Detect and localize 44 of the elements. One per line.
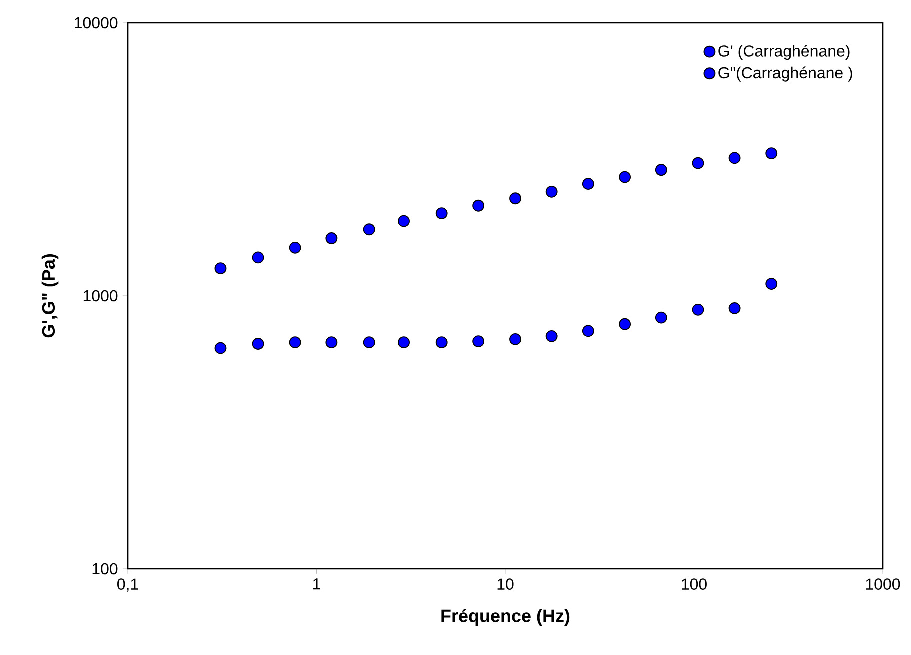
point	[692, 304, 704, 316]
legend-label: G"(Carraghénane )	[718, 66, 852, 82]
point	[326, 336, 338, 349]
point	[510, 333, 522, 346]
point	[252, 338, 264, 350]
point	[436, 336, 448, 349]
point	[728, 302, 741, 314]
point	[766, 148, 778, 160]
point	[472, 200, 485, 212]
point	[289, 242, 302, 254]
point	[692, 157, 704, 170]
x-tick-label: 1	[314, 578, 320, 590]
x-tick-label: 1000	[866, 578, 900, 590]
point	[655, 312, 668, 324]
y-tick-label: 10000	[75, 17, 118, 29]
point	[398, 215, 410, 228]
point	[728, 152, 741, 164]
x-axis-title: Fréquence (Hz)	[442, 609, 570, 626]
point	[363, 224, 376, 236]
legend-label: G' (Carraghénane)	[718, 44, 850, 60]
point	[326, 232, 338, 244]
point	[766, 278, 778, 290]
point	[546, 330, 558, 342]
point	[582, 325, 594, 338]
point	[289, 336, 302, 349]
x-tick-label: 100	[682, 578, 707, 590]
point	[436, 208, 448, 220]
point	[214, 262, 227, 275]
point	[582, 178, 594, 190]
point	[546, 186, 558, 198]
y-axis-title: G',G" (Pa)	[42, 254, 59, 338]
y-tick-label: 100	[92, 563, 118, 575]
point	[472, 336, 485, 348]
x-tick-label: 0,1	[118, 578, 138, 592]
x-tick-label: 10	[498, 578, 514, 590]
point	[655, 164, 668, 176]
y-tick-label: 1000	[84, 290, 118, 302]
point	[214, 342, 227, 354]
point	[363, 336, 376, 349]
point	[398, 336, 410, 349]
point	[619, 171, 632, 184]
point	[619, 318, 632, 330]
point	[252, 252, 264, 264]
point	[510, 192, 522, 205]
